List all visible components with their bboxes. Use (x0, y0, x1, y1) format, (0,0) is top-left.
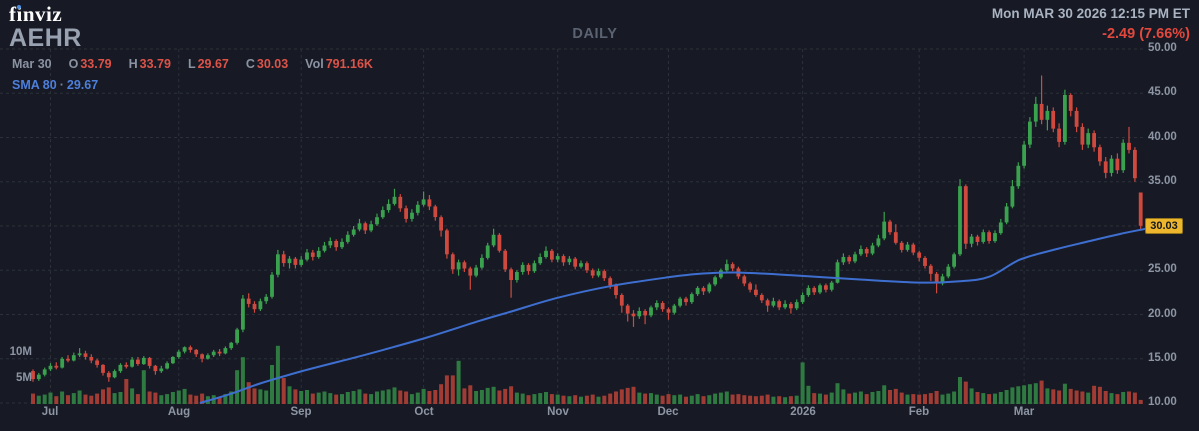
month-label: Oct (414, 406, 434, 418)
quote-close-value: 30.03 (256, 57, 289, 71)
price-change: -2.49 (7.66%) (1102, 26, 1190, 42)
logo-letters: nviz (22, 2, 63, 26)
quote-row: Mar 30 O 33.79 H 33.79 L 29.67 C 30.03 Vol 79… (12, 57, 373, 71)
quote-volume: Vol 791.16K (305, 57, 373, 71)
sma-line (199, 227, 1146, 404)
quote-high-value: 33.79 (139, 57, 171, 71)
quote-low: L 29.67 (187, 57, 229, 71)
month-label: Dec (657, 406, 679, 418)
finviz-logo[interactable]: fi nviz (9, 2, 62, 27)
volume-axis-label: 10M (9, 346, 32, 358)
sma-separator: · (59, 78, 64, 92)
quote-open-value: 33.79 (80, 57, 112, 71)
price-axis-label: 15.00 (1148, 351, 1177, 364)
price-axis-label: 40.00 (1148, 130, 1177, 143)
price-axis-label: 20.00 (1148, 307, 1177, 320)
logo-letter: f (9, 2, 17, 26)
quote-date: Mar 30 (12, 57, 52, 71)
sma-legend: SMA 80 · 29.67 (12, 78, 98, 92)
ticker-symbol: AEHR (9, 24, 82, 52)
price-axis-label: 25.00 (1148, 263, 1177, 276)
logo-blue-dot-icon (17, 4, 21, 9)
quote-open: O 33.79 (68, 57, 112, 71)
month-label: 2026 (790, 406, 816, 418)
month-label: Aug (167, 406, 191, 418)
price-axis-label: 50.00 (1148, 42, 1177, 54)
quote-datetime: Mon MAR 30 2026 12:15 PM ET (991, 6, 1190, 21)
sma-label: SMA 80 (12, 78, 57, 92)
price-axis-label: 45.00 (1148, 86, 1177, 99)
quote-low-value: 29.67 (197, 57, 229, 71)
quote-close: C 30.03 (245, 57, 289, 71)
price-axis-label: 35.00 (1148, 174, 1177, 187)
timeframe-title: DAILY (572, 26, 618, 42)
logo-letter-i: i (16, 2, 23, 26)
quote-volume-value: 791.16K (325, 57, 373, 71)
month-label: Feb (908, 406, 930, 418)
month-label: Mar (1013, 406, 1035, 418)
sma-value: 29.67 (66, 78, 99, 92)
quote-high: H 33.79 (128, 57, 171, 71)
month-label: Sep (290, 406, 312, 418)
month-label: Nov (547, 406, 569, 418)
month-label: Jul (41, 406, 59, 418)
volume-axis-label: 5M (16, 372, 32, 384)
current-price-tag: 30.03 (1145, 218, 1183, 234)
volume-bars (31, 345, 1143, 404)
price-axis-label: 10.00 (1148, 396, 1177, 408)
candlesticks (31, 75, 1143, 382)
